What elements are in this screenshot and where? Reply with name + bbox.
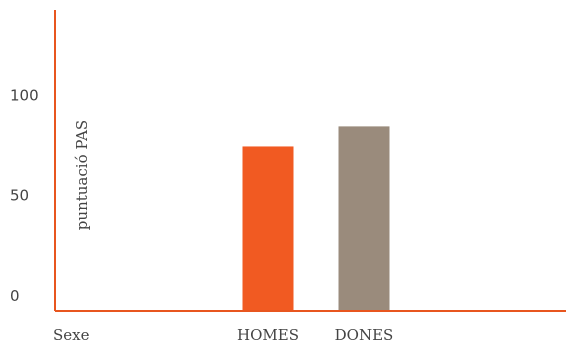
bar-dones bbox=[338, 126, 390, 312]
category-label-dones: DONES bbox=[335, 326, 394, 344]
y-tick-label: 50 bbox=[10, 187, 29, 205]
y-tick-label: 100 bbox=[10, 86, 39, 104]
x-axis-title: Sexe bbox=[53, 326, 90, 344]
category-label-homes: HOMES bbox=[237, 326, 299, 344]
bar-homes bbox=[242, 146, 294, 311]
y-axis-tick-labels: 0 50 100 150 bbox=[10, 0, 39, 305]
x-axis-category-labels: HOMES DONES bbox=[237, 326, 393, 344]
bar-series bbox=[242, 126, 390, 312]
y-axis-title: puntuació PAS bbox=[73, 120, 91, 230]
y-tick-label: 150 bbox=[10, 0, 39, 4]
y-tick-label: 0 bbox=[10, 287, 20, 305]
